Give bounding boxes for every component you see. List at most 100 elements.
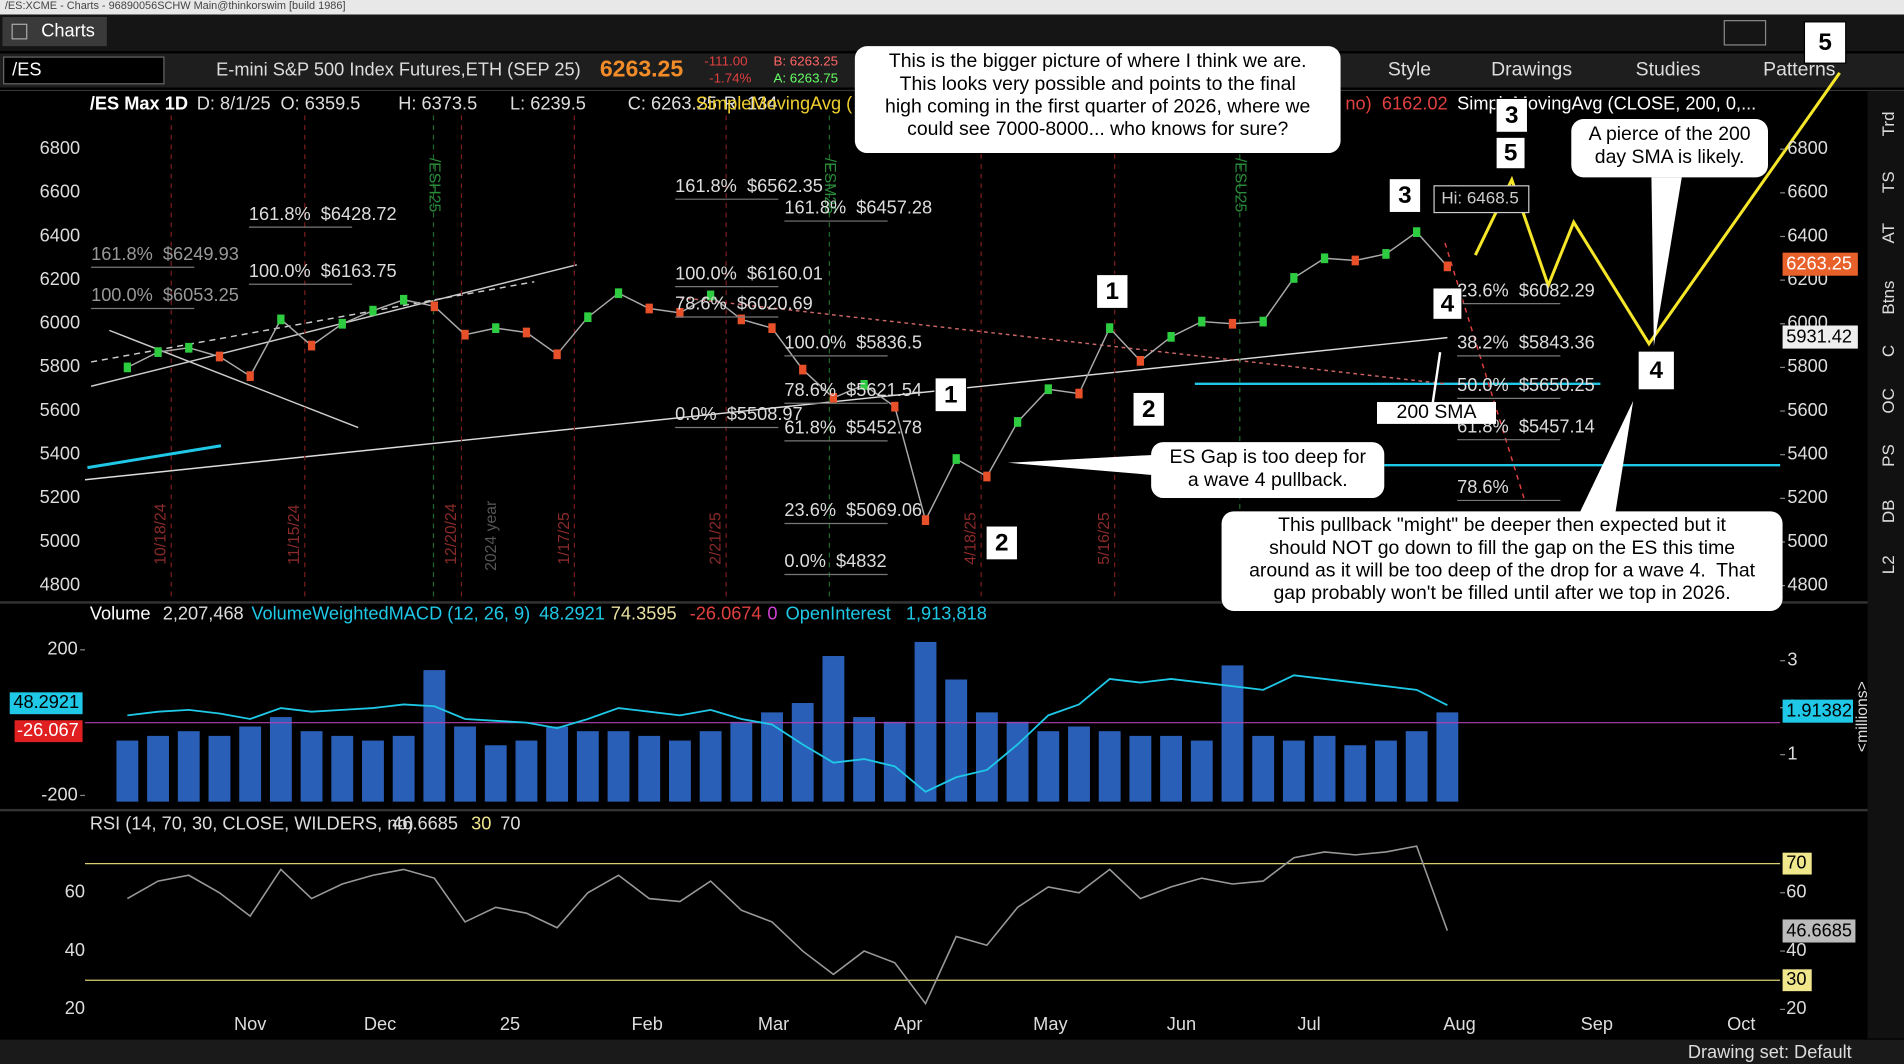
- note-text: ES Gap is too deep for: [1169, 446, 1366, 468]
- fib-label: 50.0% $5650.25: [1457, 375, 1595, 395]
- tab[interactable]: [2, 17, 107, 47]
- wave-label: 3: [1505, 102, 1518, 129]
- candle: [1443, 261, 1451, 272]
- fib-label: 0.0% $4832: [784, 551, 886, 571]
- y-tick-label: 6800: [1787, 138, 1827, 158]
- study-header: 74.3595: [611, 603, 677, 623]
- candle: [1044, 384, 1052, 395]
- toolbar-button[interactable]: Style: [1388, 59, 1431, 81]
- study-header: 30: [471, 814, 491, 834]
- y-tick-label: 30: [1786, 969, 1806, 989]
- y-tick-label: -200: [41, 784, 77, 804]
- y-tick-label: 5600: [1787, 400, 1827, 420]
- wave-box: [1495, 97, 1529, 133]
- tab-label[interactable]: Charts: [41, 20, 95, 40]
- sidebar-tab[interactable]: Trd: [1879, 111, 1898, 136]
- window-button[interactable]: [1723, 20, 1767, 46]
- volume-bar: [638, 735, 661, 802]
- wave-label: 4: [1650, 357, 1664, 384]
- volume-bar: [1436, 712, 1459, 802]
- volume-bar: [1037, 731, 1060, 802]
- note-text: around as it will be too deep of the dro…: [1249, 559, 1756, 581]
- volume-bar: [945, 679, 968, 802]
- drawing-set[interactable]: Drawing set: Default: [1688, 1042, 1852, 1062]
- study-label: SimpleMovingAvg (: [696, 93, 852, 113]
- toolbar-button[interactable]: Patterns: [1763, 59, 1836, 81]
- x-tick-label: Feb: [632, 1014, 663, 1034]
- sidebar-tab[interactable]: Btns: [1879, 281, 1898, 315]
- symbol[interactable]: /ES: [12, 59, 41, 79]
- sidebar-tab[interactable]: DB: [1879, 500, 1898, 524]
- toolbar-button[interactable]: Drawings: [1491, 59, 1572, 81]
- candle: [1228, 318, 1237, 329]
- y-tick-label: 40: [65, 940, 85, 960]
- divider: [0, 601, 1870, 604]
- candle: [737, 314, 745, 325]
- study-header: -26.0674: [690, 603, 762, 623]
- sma-label-box: [1377, 402, 1496, 424]
- candle: [1136, 355, 1145, 366]
- volume-bar: [1405, 731, 1428, 802]
- wave-label: 5: [1818, 29, 1831, 56]
- candle: [706, 290, 715, 301]
- candle: [492, 323, 500, 333]
- volume-bar: [1252, 735, 1275, 802]
- volume-bar: [730, 721, 753, 802]
- y-tick-label: 20: [65, 998, 85, 1018]
- content: /ES:XCME - Charts - 96890056SCHW Main@th…: [5, 0, 1898, 1062]
- fib-label: 100.0% $5836.5: [784, 333, 922, 353]
- volume-bar: [239, 726, 262, 802]
- sidebar-tab[interactable]: TS: [1879, 171, 1898, 193]
- study-label: no): [1345, 93, 1371, 113]
- wave-box: [1495, 136, 1526, 170]
- trendline: [109, 329, 359, 429]
- trendline: [87, 444, 222, 470]
- level-label: 5931.42: [1786, 326, 1852, 346]
- sma-line: [84, 336, 1448, 481]
- toolbar-button[interactable]: Studies: [1636, 59, 1701, 81]
- volume-bar: [1006, 721, 1029, 802]
- candle: [123, 362, 132, 373]
- fib-label: 161.8% $6428.72: [249, 204, 397, 224]
- y-tick-label: 5000: [40, 531, 80, 551]
- candle: [891, 401, 899, 412]
- price-line: [127, 231, 1448, 523]
- note-text: This pullback "might" be deeper then exp…: [1278, 514, 1726, 536]
- diff-label: -26.067: [17, 720, 79, 740]
- volume-bar: [1098, 731, 1121, 802]
- study-header: OpenInterest: [786, 603, 891, 623]
- candle: [584, 312, 592, 323]
- sidebar-tab[interactable]: C: [1879, 345, 1898, 357]
- note-text: This looks very possible and points to t…: [900, 73, 1296, 95]
- candle: [1167, 331, 1175, 342]
- study-header: 2,207,468: [163, 603, 244, 623]
- candle: [1413, 227, 1421, 237]
- wave-label: 1: [944, 381, 957, 408]
- sidebar-tab[interactable]: AT: [1879, 223, 1898, 243]
- y-tick-label: 70: [1786, 852, 1806, 872]
- wave-box: [1132, 391, 1166, 427]
- wave-box: [1432, 287, 1463, 321]
- fib-label: 78.6%: [1457, 477, 1509, 497]
- y-tick-label: 3: [1787, 650, 1797, 670]
- fib-label: 0.0% $5508.97: [675, 404, 803, 424]
- last-price: 6263.25: [600, 56, 684, 82]
- candle: [246, 371, 254, 381]
- volume-bar: [822, 656, 845, 802]
- volume-bar: [791, 702, 814, 802]
- wave-label: 2: [1142, 396, 1155, 423]
- value-tag: [14, 720, 83, 743]
- sidebar-tab[interactable]: OC: [1879, 388, 1898, 414]
- sidebar-tab[interactable]: L2: [1879, 555, 1898, 574]
- symbol-box[interactable]: [3, 56, 165, 85]
- sidebar-tab[interactable]: PS: [1879, 444, 1898, 467]
- candle: [645, 303, 653, 314]
- y-tick-label: 6600: [40, 182, 80, 202]
- volume-bar: [1190, 740, 1213, 802]
- ohlc-field: D: 8/1/25: [197, 93, 271, 113]
- candle: [430, 301, 438, 312]
- divider: [0, 808, 1870, 812]
- y-tick-label: 40: [1786, 940, 1806, 960]
- contract-marker: /ESM25: [821, 158, 838, 214]
- contract-marker: /ESU25: [1232, 158, 1249, 213]
